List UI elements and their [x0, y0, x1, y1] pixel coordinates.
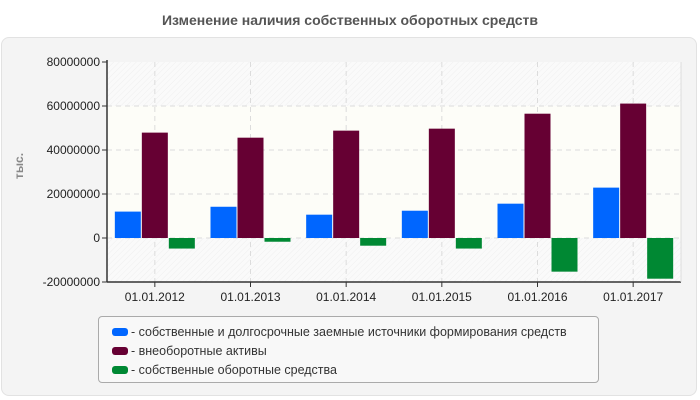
y-axis-label: тыс. — [12, 153, 26, 179]
bar — [647, 238, 674, 279]
x-tick-label: 01.01.2015 — [412, 290, 472, 304]
y-tick-label: 60000000 — [47, 99, 101, 113]
bar — [593, 187, 620, 238]
bar — [497, 203, 524, 238]
legend: собственные и долгосрочные заемные источ… — [98, 316, 599, 383]
bar — [620, 103, 647, 238]
bar — [360, 238, 387, 246]
y-tick-label: 20000000 — [47, 187, 101, 201]
bar — [306, 214, 333, 238]
bar — [141, 132, 168, 238]
legend-item: внеоборотные активы — [112, 341, 598, 360]
bar — [401, 210, 428, 238]
x-tick-label: 01.01.2013 — [220, 290, 280, 304]
bar — [428, 128, 455, 238]
x-tick-label: 01.01.2012 — [125, 290, 185, 304]
x-tick-label: 01.01.2017 — [603, 290, 663, 304]
x-tick-label: 01.01.2016 — [507, 290, 567, 304]
legend-swatch — [112, 346, 128, 355]
plot-band — [107, 106, 681, 238]
bar — [237, 137, 264, 238]
y-tick-label: 0 — [93, 231, 100, 245]
legend-label: собственные и долгосрочные заемные источ… — [131, 325, 567, 339]
bar — [551, 238, 578, 272]
bar — [524, 113, 551, 238]
chart-title: Изменение наличия собственных оборотных … — [161, 12, 539, 28]
bar — [455, 238, 482, 249]
legend-swatch — [112, 365, 128, 374]
y-tick-label: 40000000 — [47, 143, 101, 157]
bar — [168, 238, 195, 249]
legend-label: внеоборотные активы — [131, 344, 267, 358]
y-tick-label: 80000000 — [47, 55, 101, 69]
legend-label: собственные оборотные средства — [131, 363, 337, 377]
bar — [114, 211, 141, 238]
y-tick-label: -20000000 — [43, 275, 101, 289]
legend-item: собственные оборотные средства — [112, 360, 598, 379]
bar — [210, 206, 237, 238]
legend-item: собственные и долгосрочные заемные источ… — [112, 322, 598, 341]
bar — [264, 238, 291, 242]
x-tick-label: 01.01.2014 — [316, 290, 376, 304]
bar — [333, 130, 360, 238]
legend-swatch — [112, 327, 128, 336]
